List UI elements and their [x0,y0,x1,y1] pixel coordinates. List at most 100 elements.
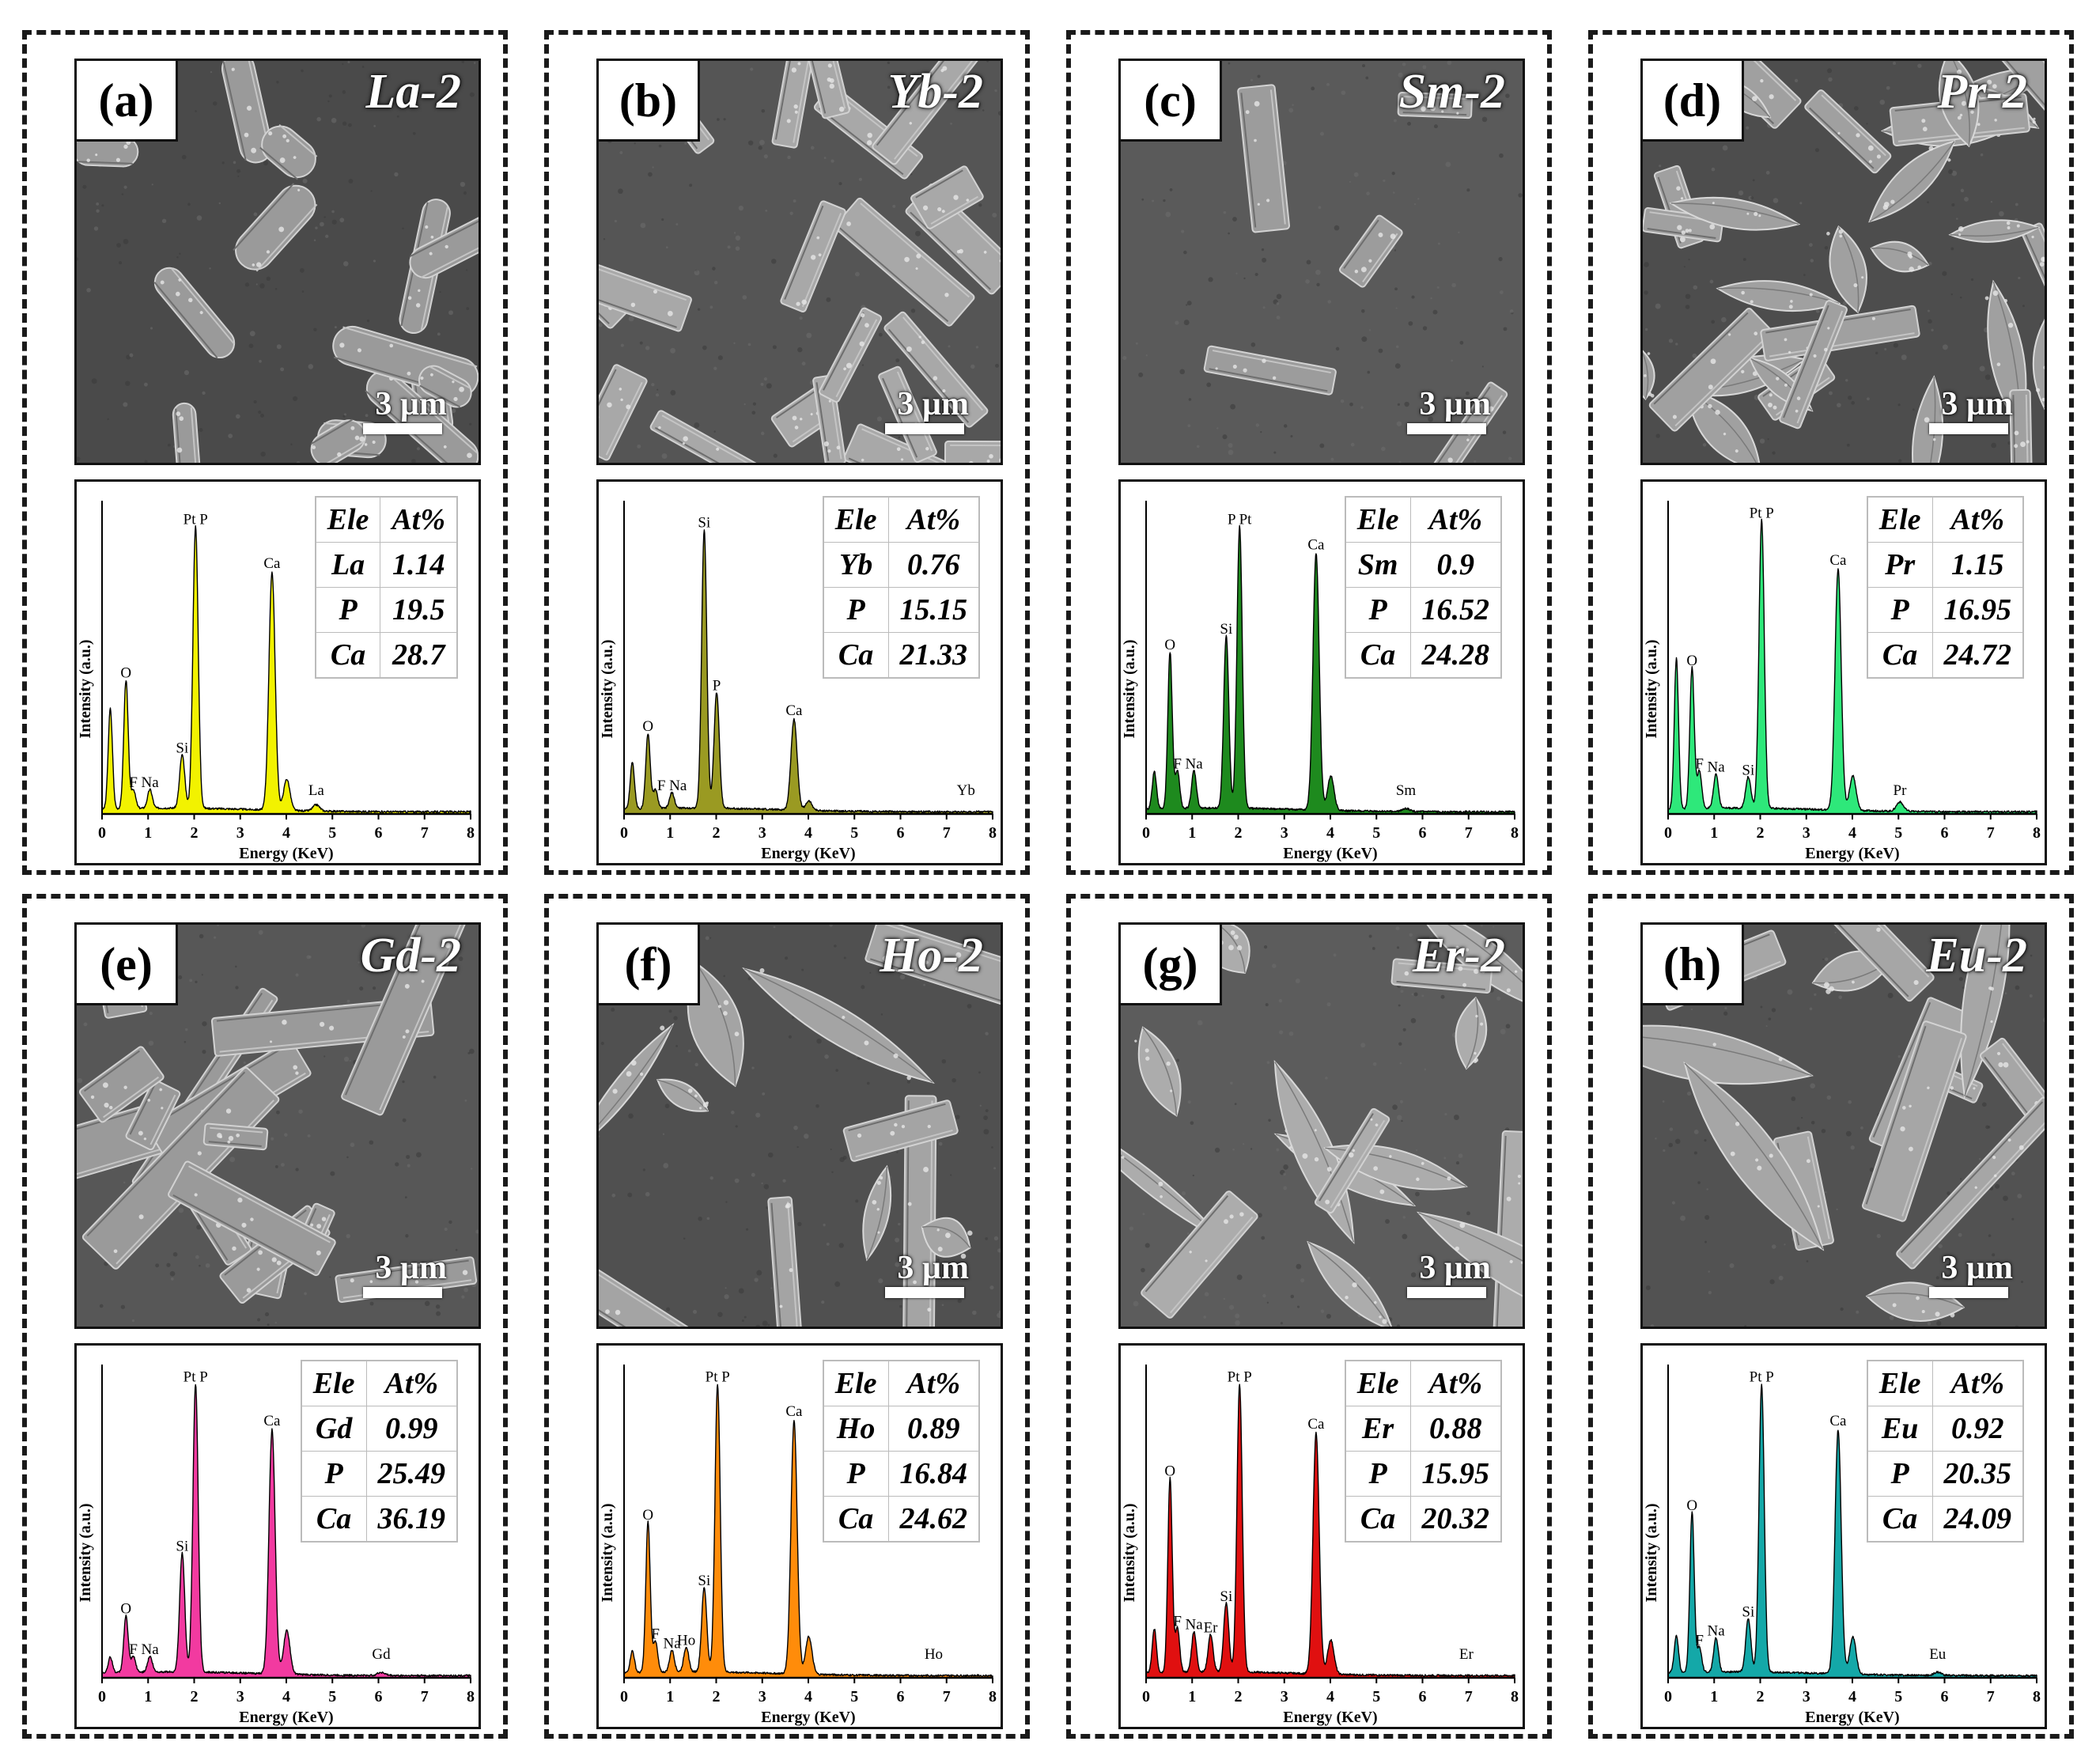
sem-speckle [760,382,764,386]
atomic-percent-cell: At% [1409,496,1502,543]
sem-speckle [1836,1208,1838,1211]
sem-particle [1861,1020,1967,1222]
peak-label: Ca [1829,552,1847,569]
sem-speckle [823,157,827,159]
sem-speckle [195,1255,199,1259]
sem-speckle [1771,1008,1776,1013]
sem-image: (g) Er-2 3 µm [1118,922,1525,1329]
sem-speckle [1228,449,1234,456]
sem-speckle [861,364,865,366]
sem-speckle [1840,1307,1844,1312]
sem-speckle [1693,285,1698,290]
sem-speckle [915,230,921,237]
sem-speckle [952,1077,956,1083]
sample-label: Ho-2 [880,929,983,982]
sem-speckle [1428,416,1434,422]
sem-speckle [1960,188,1965,193]
sem-speckle [713,366,717,370]
sem-speckle [709,1176,713,1180]
sem-speckle [1644,262,1649,267]
sem-speckle [733,232,736,234]
sem-speckle [1179,369,1186,375]
x-tick-label: 5 [328,824,336,842]
x-tick-label: 1 [666,824,674,842]
sem-speckle [1829,391,1833,396]
sem-speckle [821,1300,825,1304]
sem-speckle [1002,1058,1003,1061]
sem-speckle [782,1179,786,1183]
sem-speckle [747,977,751,981]
atomic-percent-cell: 24.62 [887,1496,980,1543]
sem-speckle [1970,278,1974,282]
sem-speckle [1325,1076,1328,1080]
sem-speckle [724,1294,729,1300]
composition-row: Ca 28.7 [315,632,458,679]
sem-speckle [1424,1068,1427,1071]
sem-speckle [1186,304,1188,306]
element-cell: Ca [823,1496,889,1543]
sem-speckle [1671,1201,1675,1205]
sem-speckle [1367,1276,1371,1280]
x-tick-label: 3 [759,1688,766,1705]
sem-speckle [461,1295,465,1299]
y-axis-title: Intensity (a.u.) [1643,1503,1660,1602]
sem-speckle [834,1281,841,1287]
sem-speckle [1496,996,1501,1001]
x-tick-label: 2 [713,824,721,842]
sem-speckle [668,1009,672,1013]
sem-speckle [855,1199,859,1203]
scale-bar [1407,1287,1486,1298]
x-tick-label: 1 [1188,824,1196,842]
sem-speckle [1951,170,1958,176]
sem-speckle [861,985,865,990]
sem-speckle [985,1237,988,1240]
sem-speckle [301,290,305,293]
panel-letter: (b) [599,61,700,142]
sem-speckle [1398,1004,1401,1007]
sem-particle [843,423,953,463]
sem-speckle [665,246,668,249]
sem-speckle [838,1243,844,1248]
element-cell: P [823,1451,889,1497]
sem-speckle [826,1242,830,1246]
x-tick-label: 4 [1326,1688,1334,1705]
sem-speckle [1825,1191,1827,1194]
eds-spectrum: 0 1 2 3 4 5 6 7 8 Energy (KeV) Intensity (a.u.) O F N… [74,479,481,865]
sem-speckle [116,243,121,248]
sample-label: Pr-2 [1937,65,2027,119]
sem-speckle [1187,424,1191,428]
figure-panel: (h) Eu-2 3 µm 0 1 2 3 4 5 6 7 8 Energy (KeV) Intensit… [1588,894,2074,1739]
sem-speckle [1500,1028,1506,1035]
panel-letter: (e) [77,925,178,1005]
sem-speckle [1825,957,1829,961]
sem-speckle [148,1040,154,1046]
sem-speckle [1001,235,1002,237]
element-cell: P [823,587,889,633]
sem-micrograph [77,61,479,463]
sem-speckle [463,191,467,195]
sem-speckle [1936,1320,1942,1327]
composition-row: P 19.5 [315,587,458,633]
sem-speckle [1455,1161,1459,1165]
sem-speckle [1278,1030,1284,1035]
sem-speckle [694,1062,698,1067]
sem-speckle [1834,931,1837,934]
sem-speckle [1276,301,1280,305]
sem-speckle [762,1092,766,1096]
sem-speckle [1401,1119,1403,1122]
sem-speckle [91,378,97,384]
x-tick-label: 5 [1894,1688,1902,1705]
x-axis-title: Energy (KeV) [239,1709,333,1726]
sem-particle [1716,280,1841,312]
atomic-percent-cell: 0.92 [1931,1406,2024,1452]
eds-spectrum: 0 1 2 3 4 5 6 7 8 Energy (KeV) Intensity (a.u.) O F N… [596,1343,1003,1729]
sem-speckle [187,203,191,206]
sem-speckle [144,460,148,463]
sem-speckle [185,1028,188,1032]
sem-speckle [854,271,860,277]
sem-speckle [763,1183,770,1190]
sem-speckle [258,410,262,415]
scale-bar-label: 3 µm [897,1250,969,1286]
sem-particle [1397,92,1473,119]
sem-speckle [77,456,81,461]
